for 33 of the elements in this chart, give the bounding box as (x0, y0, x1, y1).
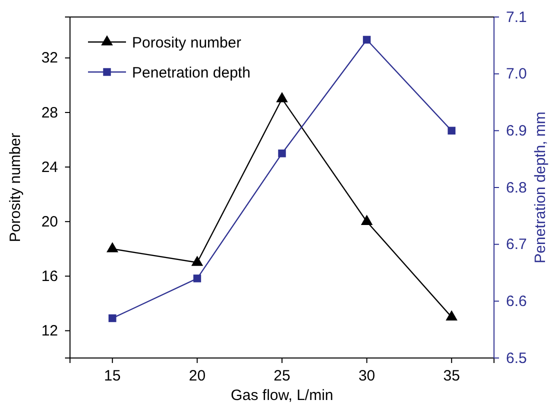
y2-tick-label: 6.8 (506, 179, 527, 196)
x-tick-label: 20 (188, 368, 206, 385)
x-axis-title: Gas flow, L/min (230, 387, 334, 404)
y2-tick-label: 7.0 (506, 66, 527, 83)
x-tick-label: 25 (274, 368, 290, 385)
point (278, 150, 286, 158)
point (448, 126, 456, 135)
y2-tick-label: 6.7 (506, 236, 527, 254)
y2-tick-label: 6.9 (506, 122, 527, 140)
point (360, 214, 373, 225)
y-tick-label: 16 (41, 268, 58, 285)
y-tick-label: 28 (41, 104, 58, 122)
y-axis-title: Porosity number (7, 132, 24, 242)
y2-tick-label: 6.5 (506, 350, 527, 367)
legend-label: Penetration depth (132, 64, 250, 82)
y-tick-label: 24 (41, 158, 58, 176)
point (193, 274, 202, 282)
legend-label: Porosity number (132, 34, 242, 52)
y2-axis-title: Penetration depth, mm (532, 112, 549, 264)
y-tick-label: 12 (41, 322, 58, 340)
y2-tick-label: 6.6 (506, 292, 527, 310)
x-tick-label: 15 (104, 368, 121, 385)
x-tick-label: 30 (358, 368, 376, 385)
point (108, 314, 116, 322)
point (362, 36, 371, 44)
y-tick-label: 20 (41, 213, 58, 230)
point (191, 256, 204, 266)
point (106, 242, 118, 252)
point (276, 92, 288, 102)
point (446, 310, 458, 320)
y2-tick-label: 7.1 (506, 8, 527, 26)
y-tick-label: 32 (41, 50, 58, 67)
x-tick-label: 35 (443, 368, 460, 385)
